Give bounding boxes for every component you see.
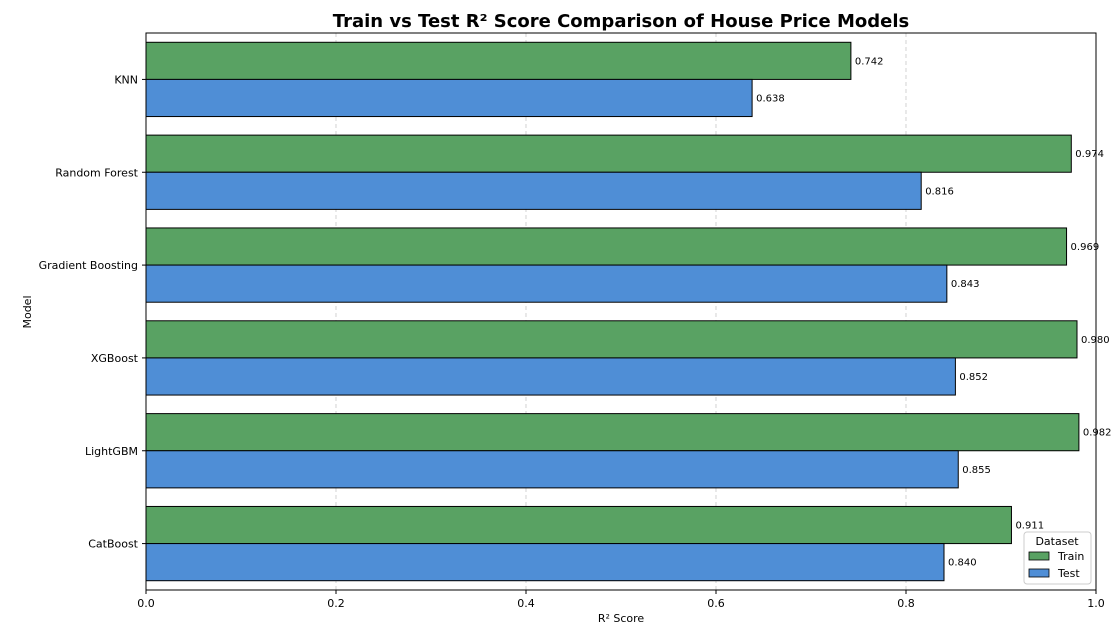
legend-label-train: Train [1057,550,1084,563]
data-labels: 0.742 0.638 0.974 0.816 0.969 0.843 0.980 0.852… [756,56,1111,568]
grid-lines [335,33,907,590]
bar-train-knn [145,41,852,80]
bar-train-gradient-boosting [145,227,1068,266]
x-tick-label: 0.8 [897,597,915,610]
legend-title: Dataset [1035,535,1079,548]
y-axis-ticks: KNN Random Forest Gradient Boosting XGBoost… [39,73,146,551]
data-label: 0.982 [1083,428,1112,439]
legend-label-test: Test [1057,567,1080,580]
bar-train-xgboost [145,320,1078,359]
bars [145,41,1080,582]
bar-test-catboost [145,543,945,582]
x-tick-label: 0.2 [327,597,345,610]
legend: Dataset Train Test [1023,531,1092,585]
y-tick-label: LightGBM [85,445,138,458]
data-label: 0.980 [1081,335,1110,346]
bar-test-gradient-boosting [145,264,948,303]
y-axis-label: Model [21,295,34,328]
bar-test-lightgbm [145,450,959,489]
x-tick-label: 0.6 [707,597,725,610]
bar-test-xgboost [145,357,956,396]
y-tick-label: XGBoost [91,352,139,365]
plot-frame [145,32,1097,591]
data-label: 0.974 [1075,149,1104,160]
y-tick-label: Gradient Boosting [39,259,138,272]
bar-test-knn [145,78,753,118]
bar-test-random-forest [145,171,922,210]
legend-swatch-train [1028,551,1050,561]
bar-train-lightgbm [145,413,1080,452]
data-label: 0.742 [855,56,884,67]
x-axis-label: R² Score [598,612,645,625]
y-tick-label: CatBoost [88,538,138,551]
x-axis-ticks: 0.0 0.2 0.4 0.6 0.8 1.0 [137,590,1105,610]
bar-train-catboost [145,505,1012,545]
bar-train-random-forest [145,134,1072,173]
data-label: 0.969 [1071,242,1100,253]
x-tick-label: 1.0 [1087,597,1105,610]
data-label: 0.638 [756,93,785,104]
y-tick-label: Random Forest [55,166,138,179]
data-label: 0.840 [948,558,977,569]
data-label: 0.852 [959,372,988,383]
legend-swatch-test [1028,568,1050,578]
chart-title: Train vs Test R² Score Comparison of Hou… [333,11,909,32]
x-tick-label: 0.0 [137,597,155,610]
data-label: 0.843 [951,279,980,290]
x-tick-label: 0.4 [517,597,535,610]
y-tick-label: KNN [114,73,138,86]
data-label: 0.816 [925,186,954,197]
data-label: 0.911 [1015,521,1044,532]
data-label: 0.855 [962,465,991,476]
